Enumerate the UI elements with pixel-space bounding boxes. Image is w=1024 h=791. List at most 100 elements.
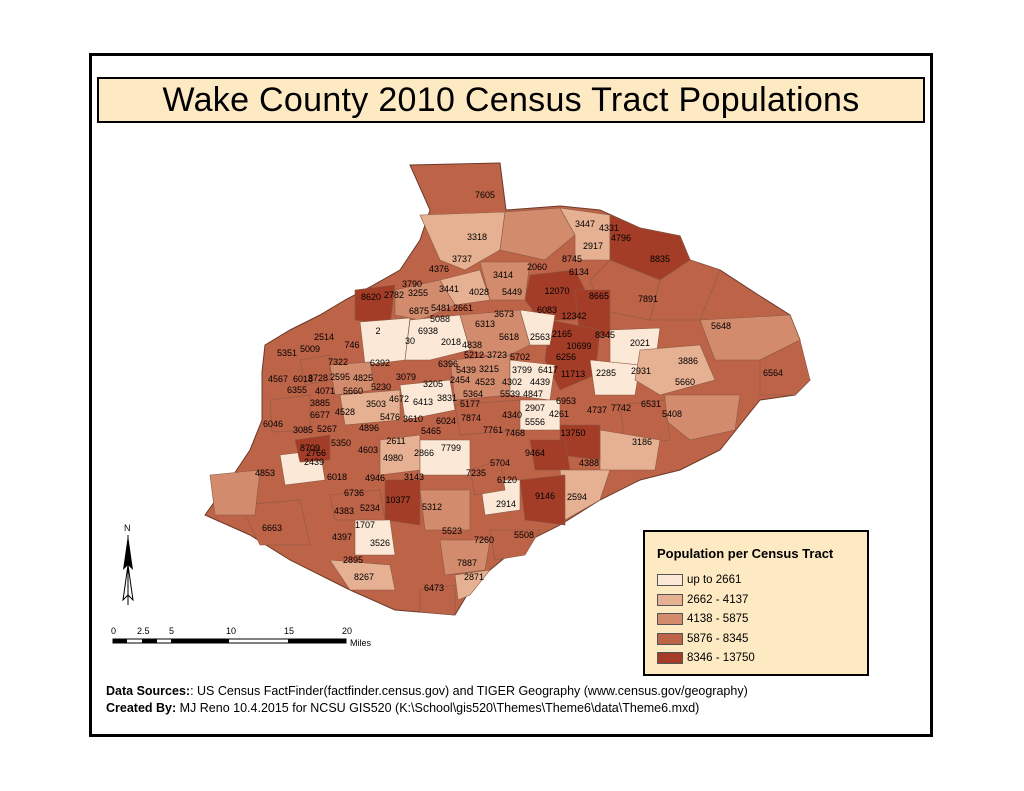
tract-label: 3079 — [396, 372, 416, 382]
footer-sources: Data Sources:: US Census FactFinder(fact… — [106, 684, 748, 698]
tract-label: 4261 — [549, 409, 569, 419]
tract-label: 7887 — [457, 558, 477, 568]
tract-label: 3885 — [310, 398, 330, 408]
tract-label: 2931 — [631, 366, 651, 376]
tract-label: 3610 — [403, 414, 423, 424]
tract-label: 13750 — [560, 428, 585, 438]
tract-label: 4896 — [359, 423, 379, 433]
tract-label: 4331 — [599, 223, 619, 233]
tract-label: 12070 — [544, 286, 569, 296]
legend-swatch — [657, 633, 683, 645]
title-box: Wake County 2010 Census Tract Population… — [97, 77, 925, 123]
scale-tick-20: 20 — [342, 626, 353, 636]
tract-label: 4847 — [523, 389, 543, 399]
scale-tick-10: 10 — [226, 626, 237, 636]
tract-label: 3728 — [308, 373, 328, 383]
scale-tick-2-5: 2.5 — [137, 626, 150, 636]
tract-label: 5009 — [300, 344, 320, 354]
tract-label: 4376 — [429, 264, 449, 274]
tract-label: 9146 — [535, 491, 555, 501]
tract-label: 4340 — [502, 410, 522, 420]
tract-label: 5539 — [500, 389, 520, 399]
tract-label: 10377 — [385, 495, 410, 505]
tract-label: 6256 — [556, 352, 576, 362]
tract-label: 3447 — [575, 219, 595, 229]
scale-tick-0: 0 — [111, 626, 117, 636]
tract-label: 4567 — [268, 374, 288, 384]
tract-label: 4302 — [502, 377, 522, 387]
tract-label: 4737 — [587, 405, 607, 415]
tract-label: 11713 — [561, 369, 585, 379]
tract-label: 6413 — [413, 397, 433, 407]
tract-label: 4528 — [335, 407, 355, 417]
tract-label: 5088 — [430, 314, 450, 324]
tract-label: 4439 — [530, 377, 550, 387]
tract-label: 2661 — [453, 303, 473, 313]
tract-label: 4071 — [315, 386, 335, 396]
scale-tick-5: 5 — [169, 626, 175, 636]
tract-label: 4028 — [469, 287, 489, 297]
tract-label: 6392 — [370, 358, 390, 368]
tract-label: 5556 — [525, 417, 545, 427]
tract-label: 6953 — [556, 396, 576, 406]
tract-label: 4980 — [383, 453, 403, 463]
tract-label: 8267 — [354, 572, 374, 582]
tract-label: 5312 — [422, 502, 442, 512]
tract-label: 8745 — [562, 254, 582, 264]
tract-label: 2907 — [525, 403, 545, 413]
tract-label: 5465 — [421, 426, 441, 436]
tract-label: 7799 — [441, 443, 461, 453]
tract-label: 2866 — [414, 448, 434, 458]
legend-swatch — [657, 594, 683, 606]
legend-item: up to 2661 — [657, 573, 741, 587]
tract-label: 7260 — [474, 535, 494, 545]
tract-label: 4603 — [358, 445, 378, 455]
tract-label: 5660 — [343, 386, 363, 396]
tract-label: 5704 — [490, 458, 510, 468]
tract-label: 7605 — [475, 190, 495, 200]
tract-label: 2439 — [304, 457, 324, 467]
tract-label: 3215 — [479, 364, 499, 374]
tract-label: 5234 — [360, 503, 380, 513]
tract-label: 6046 — [263, 419, 283, 429]
tract-label: 7891 — [638, 294, 658, 304]
tract-label: 6564 — [763, 368, 783, 378]
tract-label: 8345 — [595, 330, 615, 340]
tract-label: 2871 — [464, 572, 484, 582]
tract-label: 7742 — [611, 403, 631, 413]
tract-label: 2165 — [552, 329, 572, 339]
tract-label: 3723 — [487, 350, 507, 360]
tract-label: 6120 — [497, 475, 517, 485]
north-arrow-icon — [122, 535, 134, 605]
legend-swatch — [657, 613, 683, 625]
tract-label: 4838 — [462, 340, 482, 350]
legend-item: 2662 - 4137 — [657, 593, 748, 607]
tract-label: 8835 — [650, 254, 670, 264]
tract-label: 4672 — [389, 394, 409, 404]
tract-label: 2454 — [450, 375, 470, 385]
tract-label: 5351 — [277, 348, 297, 358]
tract-label: 5648 — [711, 321, 731, 331]
legend-label: 8346 - 13750 — [687, 652, 755, 664]
tract-label: 4796 — [611, 233, 631, 243]
tract-label: 2060 — [527, 262, 547, 272]
tract-label: 4853 — [255, 468, 275, 478]
legend-label: 5876 - 8345 — [687, 633, 749, 645]
legend-title: Population per Census Tract — [657, 546, 834, 561]
tract-label: 4946 — [365, 473, 385, 483]
tract-label: 4397 — [332, 532, 352, 542]
legend-label: 4138 - 5875 — [687, 613, 749, 625]
tract-label: 3205 — [423, 379, 443, 389]
tract-label: 3673 — [494, 309, 514, 319]
tract-label: 2895 — [343, 555, 363, 565]
tract-label: 6396 — [438, 359, 458, 369]
tract-label: 8709 — [300, 443, 320, 453]
tract-label: 4388 — [579, 458, 599, 468]
tract-label: 3255 — [408, 288, 428, 298]
north-label: N — [124, 523, 131, 533]
tract-label: 6736 — [344, 488, 364, 498]
tract-label: 6663 — [262, 523, 282, 533]
tract-label: 7235 — [466, 468, 486, 478]
tract-label: 5230 — [371, 382, 391, 392]
tract-label: 2514 — [314, 332, 334, 342]
